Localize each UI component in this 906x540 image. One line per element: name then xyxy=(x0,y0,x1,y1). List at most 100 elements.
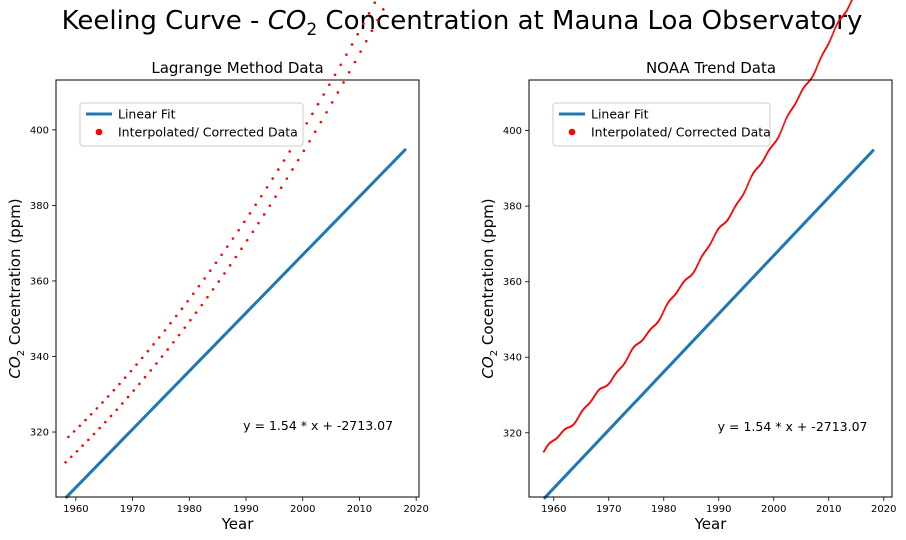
legend-marker-swatch xyxy=(568,128,576,136)
data-point xyxy=(830,35,833,38)
x-axis-label: Year xyxy=(221,515,255,533)
data-point xyxy=(330,101,334,104)
x-axis-ticks: 1960 1970 1980 1990 2000 2010 2020 xyxy=(541,497,896,515)
data-point xyxy=(815,66,818,69)
data-point xyxy=(816,64,819,67)
data-point xyxy=(265,186,269,189)
data-point xyxy=(245,238,249,242)
data-point xyxy=(87,438,90,442)
figure-suptitle: Keeling Curve - CO2 Concentration at Mau… xyxy=(62,6,863,40)
data-point xyxy=(350,43,354,46)
data-point xyxy=(779,132,782,134)
data-point xyxy=(834,26,837,29)
data-point xyxy=(832,31,835,34)
x-tick-label: 2000 xyxy=(761,504,786,515)
data-point xyxy=(780,130,783,133)
data-point xyxy=(328,83,331,86)
data-point xyxy=(745,186,748,189)
data-point xyxy=(302,149,306,153)
data-point xyxy=(746,184,749,187)
axes-frame xyxy=(528,79,893,498)
plot-area xyxy=(64,1,408,499)
data-point xyxy=(135,363,138,366)
data-point xyxy=(240,247,243,251)
data-point xyxy=(288,150,291,153)
legend-entry-data: Interpolated/ Corrected Data xyxy=(591,125,771,140)
data-point xyxy=(243,220,246,224)
data-point xyxy=(832,30,835,33)
y-tick-label: 400 xyxy=(30,125,49,136)
data-point xyxy=(143,375,147,379)
data-point xyxy=(121,402,124,405)
data-point xyxy=(262,213,266,216)
data-point xyxy=(223,272,226,275)
data-point xyxy=(848,3,851,6)
data-point xyxy=(833,28,836,31)
data-point xyxy=(140,356,144,360)
data-point xyxy=(200,303,204,307)
x-tick-label: 1980 xyxy=(651,504,676,515)
x-tick-label: 1990 xyxy=(706,504,731,515)
data-point xyxy=(183,326,187,329)
data-point xyxy=(370,29,374,32)
fit-equation: y = 1.54 * x + -2713.07 xyxy=(243,418,393,433)
data-point xyxy=(234,255,238,259)
data-point xyxy=(362,22,365,26)
data-point xyxy=(747,183,750,186)
data-point xyxy=(784,118,787,121)
legend-marker-swatch xyxy=(95,128,103,136)
x-axis-label: Year xyxy=(694,515,728,533)
data-point xyxy=(815,68,818,71)
x-tick-label: 1960 xyxy=(541,504,566,515)
data-point xyxy=(180,307,184,311)
y-axis-ticks: 320 340 360 380 400 xyxy=(30,125,56,439)
chart-title: NOAA Trend Data xyxy=(646,59,776,77)
data-point xyxy=(783,121,786,124)
data-point xyxy=(89,413,93,416)
x-tick-label: 1990 xyxy=(233,504,258,515)
data-point xyxy=(336,91,340,94)
chart-noaa: NOAA Trend Data 1960 1970 1980 1990 2000 2010… xyxy=(479,0,896,533)
data-point xyxy=(817,63,820,66)
data-point xyxy=(92,432,96,436)
data-point xyxy=(257,221,260,225)
linear-fit-line xyxy=(542,148,875,500)
data-point xyxy=(339,63,343,67)
data-point xyxy=(177,333,181,337)
data-point xyxy=(782,125,785,128)
data-point xyxy=(850,0,853,2)
chart-title: Lagrange Method Data xyxy=(151,59,323,77)
y-axis-label: CO2 Cocentration (ppm) xyxy=(6,198,27,378)
data-point xyxy=(214,261,218,265)
data-point xyxy=(781,126,784,129)
data-point xyxy=(749,178,752,181)
data-point xyxy=(217,280,221,283)
data-point xyxy=(271,177,274,180)
data-point xyxy=(211,288,215,291)
data-point xyxy=(104,420,107,424)
data-point xyxy=(373,1,377,5)
data-point xyxy=(169,321,172,325)
data-point xyxy=(308,139,311,143)
data-point xyxy=(260,194,263,198)
data-point xyxy=(186,299,189,303)
data-point xyxy=(748,179,751,182)
y-tick-label: 360 xyxy=(503,277,522,288)
x-tick-label: 1970 xyxy=(596,504,621,515)
data-point xyxy=(333,73,337,77)
data-point xyxy=(277,168,280,171)
data-point xyxy=(106,395,110,398)
data-point xyxy=(112,388,116,392)
legend-box xyxy=(79,102,304,147)
x-axis-ticks: 1960 1970 1980 1990 2000 2010 2020 xyxy=(63,497,429,515)
data-point xyxy=(132,389,135,392)
data-point xyxy=(163,329,167,332)
data-point xyxy=(115,408,118,412)
data-point xyxy=(829,38,832,41)
data-point xyxy=(376,18,379,22)
legend-entry-linear-fit: Linear Fit xyxy=(591,107,649,122)
data-point xyxy=(356,32,360,36)
data-point xyxy=(830,36,833,39)
data-point xyxy=(347,70,351,74)
data-point xyxy=(194,311,198,314)
